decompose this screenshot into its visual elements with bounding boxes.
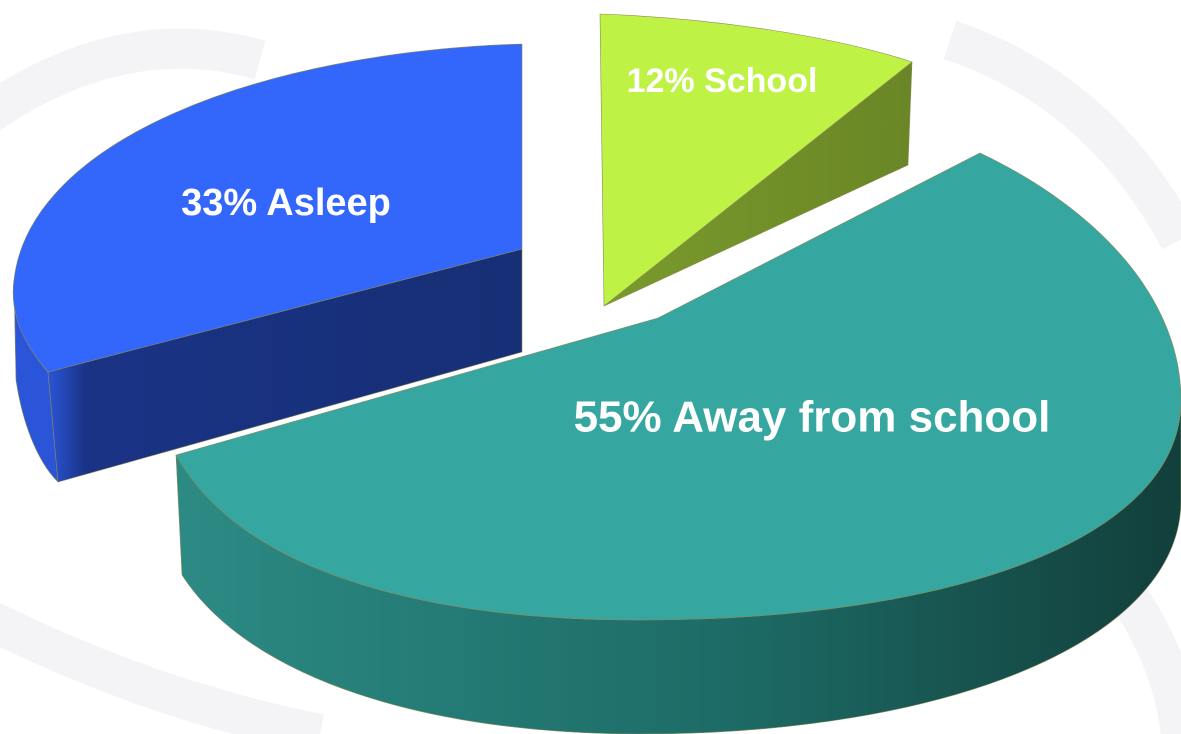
pie-slice-away [175, 152, 1181, 734]
pie-slice-school [599, 13, 913, 307]
pie-labels: 33% Asleep 12% School 55% Away from school [181, 62, 1050, 442]
pie-slices [12, 13, 1181, 734]
pie-slice-school-top [599, 13, 913, 307]
pie-slice-asleep-label: 33% Asleep [181, 182, 391, 224]
pie-slice-away-label: 55% Away from school [574, 393, 1051, 442]
pie-slice-asleep-top [12, 43, 523, 373]
pie-slice-away-top [175, 152, 1181, 621]
pie-slice-school-label: 12% School [627, 62, 818, 100]
pie-slice-asleep [12, 43, 523, 483]
